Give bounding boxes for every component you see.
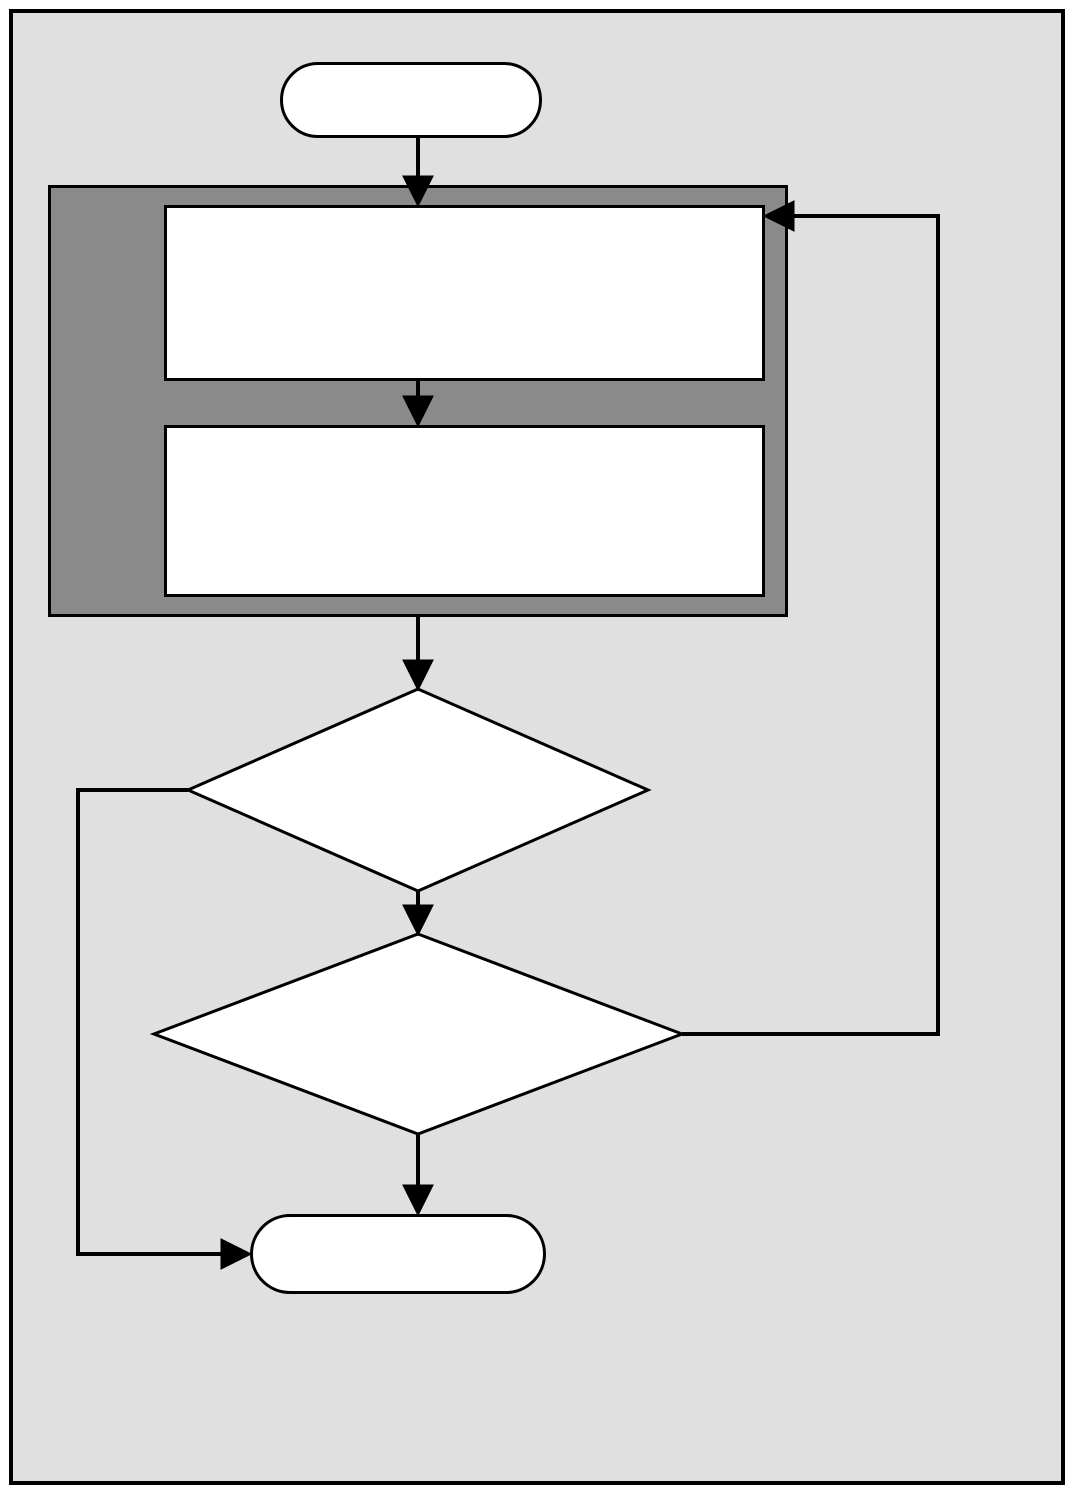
- decision1-text: [258, 734, 578, 810]
- start-node: [280, 62, 542, 138]
- decision2-text: [258, 996, 578, 1034]
- explore-stage-box: [164, 205, 765, 381]
- flowchart-canvas: [0, 0, 1074, 1494]
- test-stage-box: [164, 425, 765, 597]
- end-node: [250, 1214, 546, 1294]
